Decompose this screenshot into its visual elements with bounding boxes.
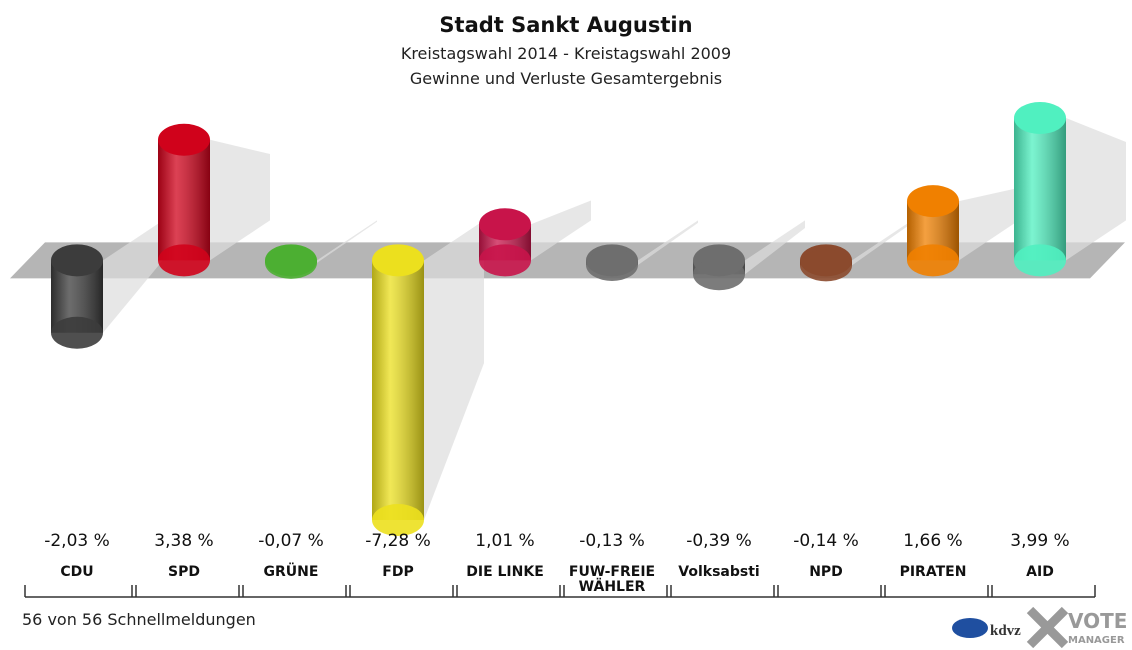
value-label: 1,01 % <box>475 531 535 551</box>
bar-shadow <box>638 220 698 265</box>
logo: kdvz <box>990 623 1021 639</box>
value-label: -0,14 % <box>793 531 859 551</box>
value-label: -2,03 % <box>44 531 110 551</box>
footer: 56 von 56 Schnellmeldungen <box>22 610 256 629</box>
chart-subtitle: Kreistagswahl 2014 - Kreistagswahl 2009 <box>401 44 731 63</box>
bar-cap <box>907 185 959 218</box>
bar-bottom <box>265 246 317 279</box>
bar-shadow <box>1066 118 1126 261</box>
value-label: 1,66 % <box>903 531 963 551</box>
logo-icon <box>1026 606 1069 649</box>
bar-shading <box>1014 118 1066 261</box>
value-label: 3,38 % <box>154 531 214 551</box>
value-label: -7,28 % <box>365 531 431 551</box>
logo: MANAGER <box>1068 635 1125 646</box>
bar-shadow <box>531 200 591 261</box>
bar-shadow <box>852 220 912 266</box>
value-label: -0,39 % <box>686 531 752 551</box>
category-label: NPD <box>809 564 843 580</box>
category-label: SPD <box>168 564 200 580</box>
bar-cap <box>479 208 531 241</box>
chart-subtitle: Gewinne und Verluste Gesamtergebnis <box>410 69 722 88</box>
category-label: Volksabsti <box>678 564 760 580</box>
bar-cap <box>158 123 210 156</box>
category-label: GRÜNE <box>263 564 319 580</box>
bar-shadow <box>103 220 163 333</box>
category-label: FDP <box>382 564 414 580</box>
logo-icon <box>952 618 988 638</box>
category-label: FUW-FREIE WÄHLER <box>568 564 656 595</box>
value-label: 3,99 % <box>1010 531 1070 551</box>
bar-shadow <box>424 220 484 520</box>
bar-shadow <box>317 220 377 263</box>
bar-bottom <box>907 244 959 277</box>
bar-bottom <box>51 316 103 349</box>
bar-bottom <box>158 244 210 277</box>
bar-cap <box>1014 102 1066 134</box>
bar-shadow <box>745 220 805 275</box>
bar-shading <box>158 139 210 261</box>
bar-bottom <box>1014 244 1066 277</box>
bar-bottom <box>693 258 745 291</box>
category-label: CDU <box>60 564 94 580</box>
chart-title: Stadt Sankt Augustin <box>439 13 692 37</box>
logo: VOTE <box>1068 609 1127 633</box>
bar-bottom <box>800 249 852 282</box>
value-label: -0,13 % <box>579 531 645 551</box>
bar-cap <box>51 244 103 277</box>
category-label: PIRATEN <box>899 564 967 580</box>
category-label: AID <box>1026 564 1054 580</box>
category-label: DIE LINKE <box>466 564 544 580</box>
bar-bottom <box>372 504 424 536</box>
value-label: -0,07 % <box>258 531 324 551</box>
bar-bottom <box>586 248 638 281</box>
bar-shadow <box>959 187 1019 261</box>
bar-cap <box>372 244 424 277</box>
bar-shadow <box>210 139 270 261</box>
bar-bottom <box>479 244 531 277</box>
bar-shading <box>372 260 424 520</box>
